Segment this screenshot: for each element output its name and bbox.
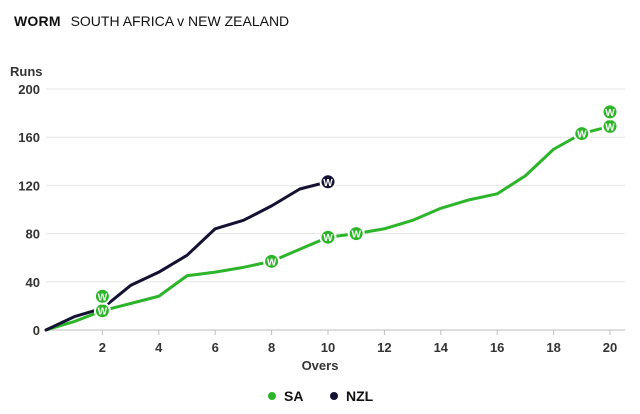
svg-text:W: W [98, 307, 108, 318]
y-axis-label: Runs [10, 64, 43, 79]
y-tick-label: 0 [33, 323, 40, 338]
legend-label: SA [284, 388, 303, 404]
chart-title: WORM SOUTH AFRICA v NEW ZEALAND [14, 13, 289, 29]
svg-text:W: W [605, 122, 615, 133]
wicket-marker-sa[interactable]: W [93, 287, 111, 305]
y-tick-label: 160 [18, 130, 40, 145]
y-tick-label: 200 [18, 82, 40, 97]
series-line-sa [44, 124, 612, 332]
wicket-marker-sa[interactable]: W [573, 125, 591, 143]
wicket-marker-sa[interactable]: W [93, 302, 111, 320]
wicket-marker-sa[interactable]: W [263, 252, 281, 270]
x-tick-label: 6 [212, 340, 219, 355]
wicket-marker-sa[interactable]: W [347, 225, 365, 243]
legend-item-nzl[interactable]: NZL [330, 388, 374, 404]
legend-swatch [330, 392, 338, 400]
legend-swatch [268, 392, 276, 400]
svg-text:W: W [323, 178, 333, 189]
x-tick-label: 16 [490, 340, 504, 355]
x-tick-label: 2 [99, 340, 106, 355]
x-tick-label: 10 [321, 340, 335, 355]
match-title: SOUTH AFRICA v NEW ZEALAND [70, 13, 290, 29]
x-tick-label: 14 [434, 340, 449, 355]
x-tick-label: 18 [546, 340, 560, 355]
wicket-marker-sa[interactable]: W [601, 117, 619, 135]
svg-text:W: W [267, 257, 277, 268]
x-tick-label: 12 [377, 340, 391, 355]
wicket-marker-nzl[interactable]: W [319, 173, 337, 191]
svg-text:W: W [323, 233, 333, 244]
legend-item-sa[interactable]: SA [268, 388, 303, 404]
x-tick-label: 4 [155, 340, 163, 355]
svg-text:W: W [605, 108, 615, 119]
wicket-marker-sa[interactable]: W [319, 228, 337, 246]
y-tick-label: 40 [26, 275, 40, 290]
chart-kind-label: WORM [14, 13, 61, 29]
y-tick-label: 80 [26, 227, 40, 242]
svg-text:W: W [98, 292, 108, 303]
x-tick-label: 20 [603, 340, 617, 355]
x-tick-label: 8 [268, 340, 275, 355]
wicket-marker-sa[interactable]: W [601, 103, 619, 121]
y-tick-label: 120 [18, 178, 40, 193]
x-axis-label: Overs [302, 358, 339, 373]
svg-text:W: W [351, 230, 361, 241]
series-line-nzl [44, 180, 330, 332]
svg-text:W: W [577, 130, 587, 141]
legend-label: NZL [346, 388, 374, 404]
